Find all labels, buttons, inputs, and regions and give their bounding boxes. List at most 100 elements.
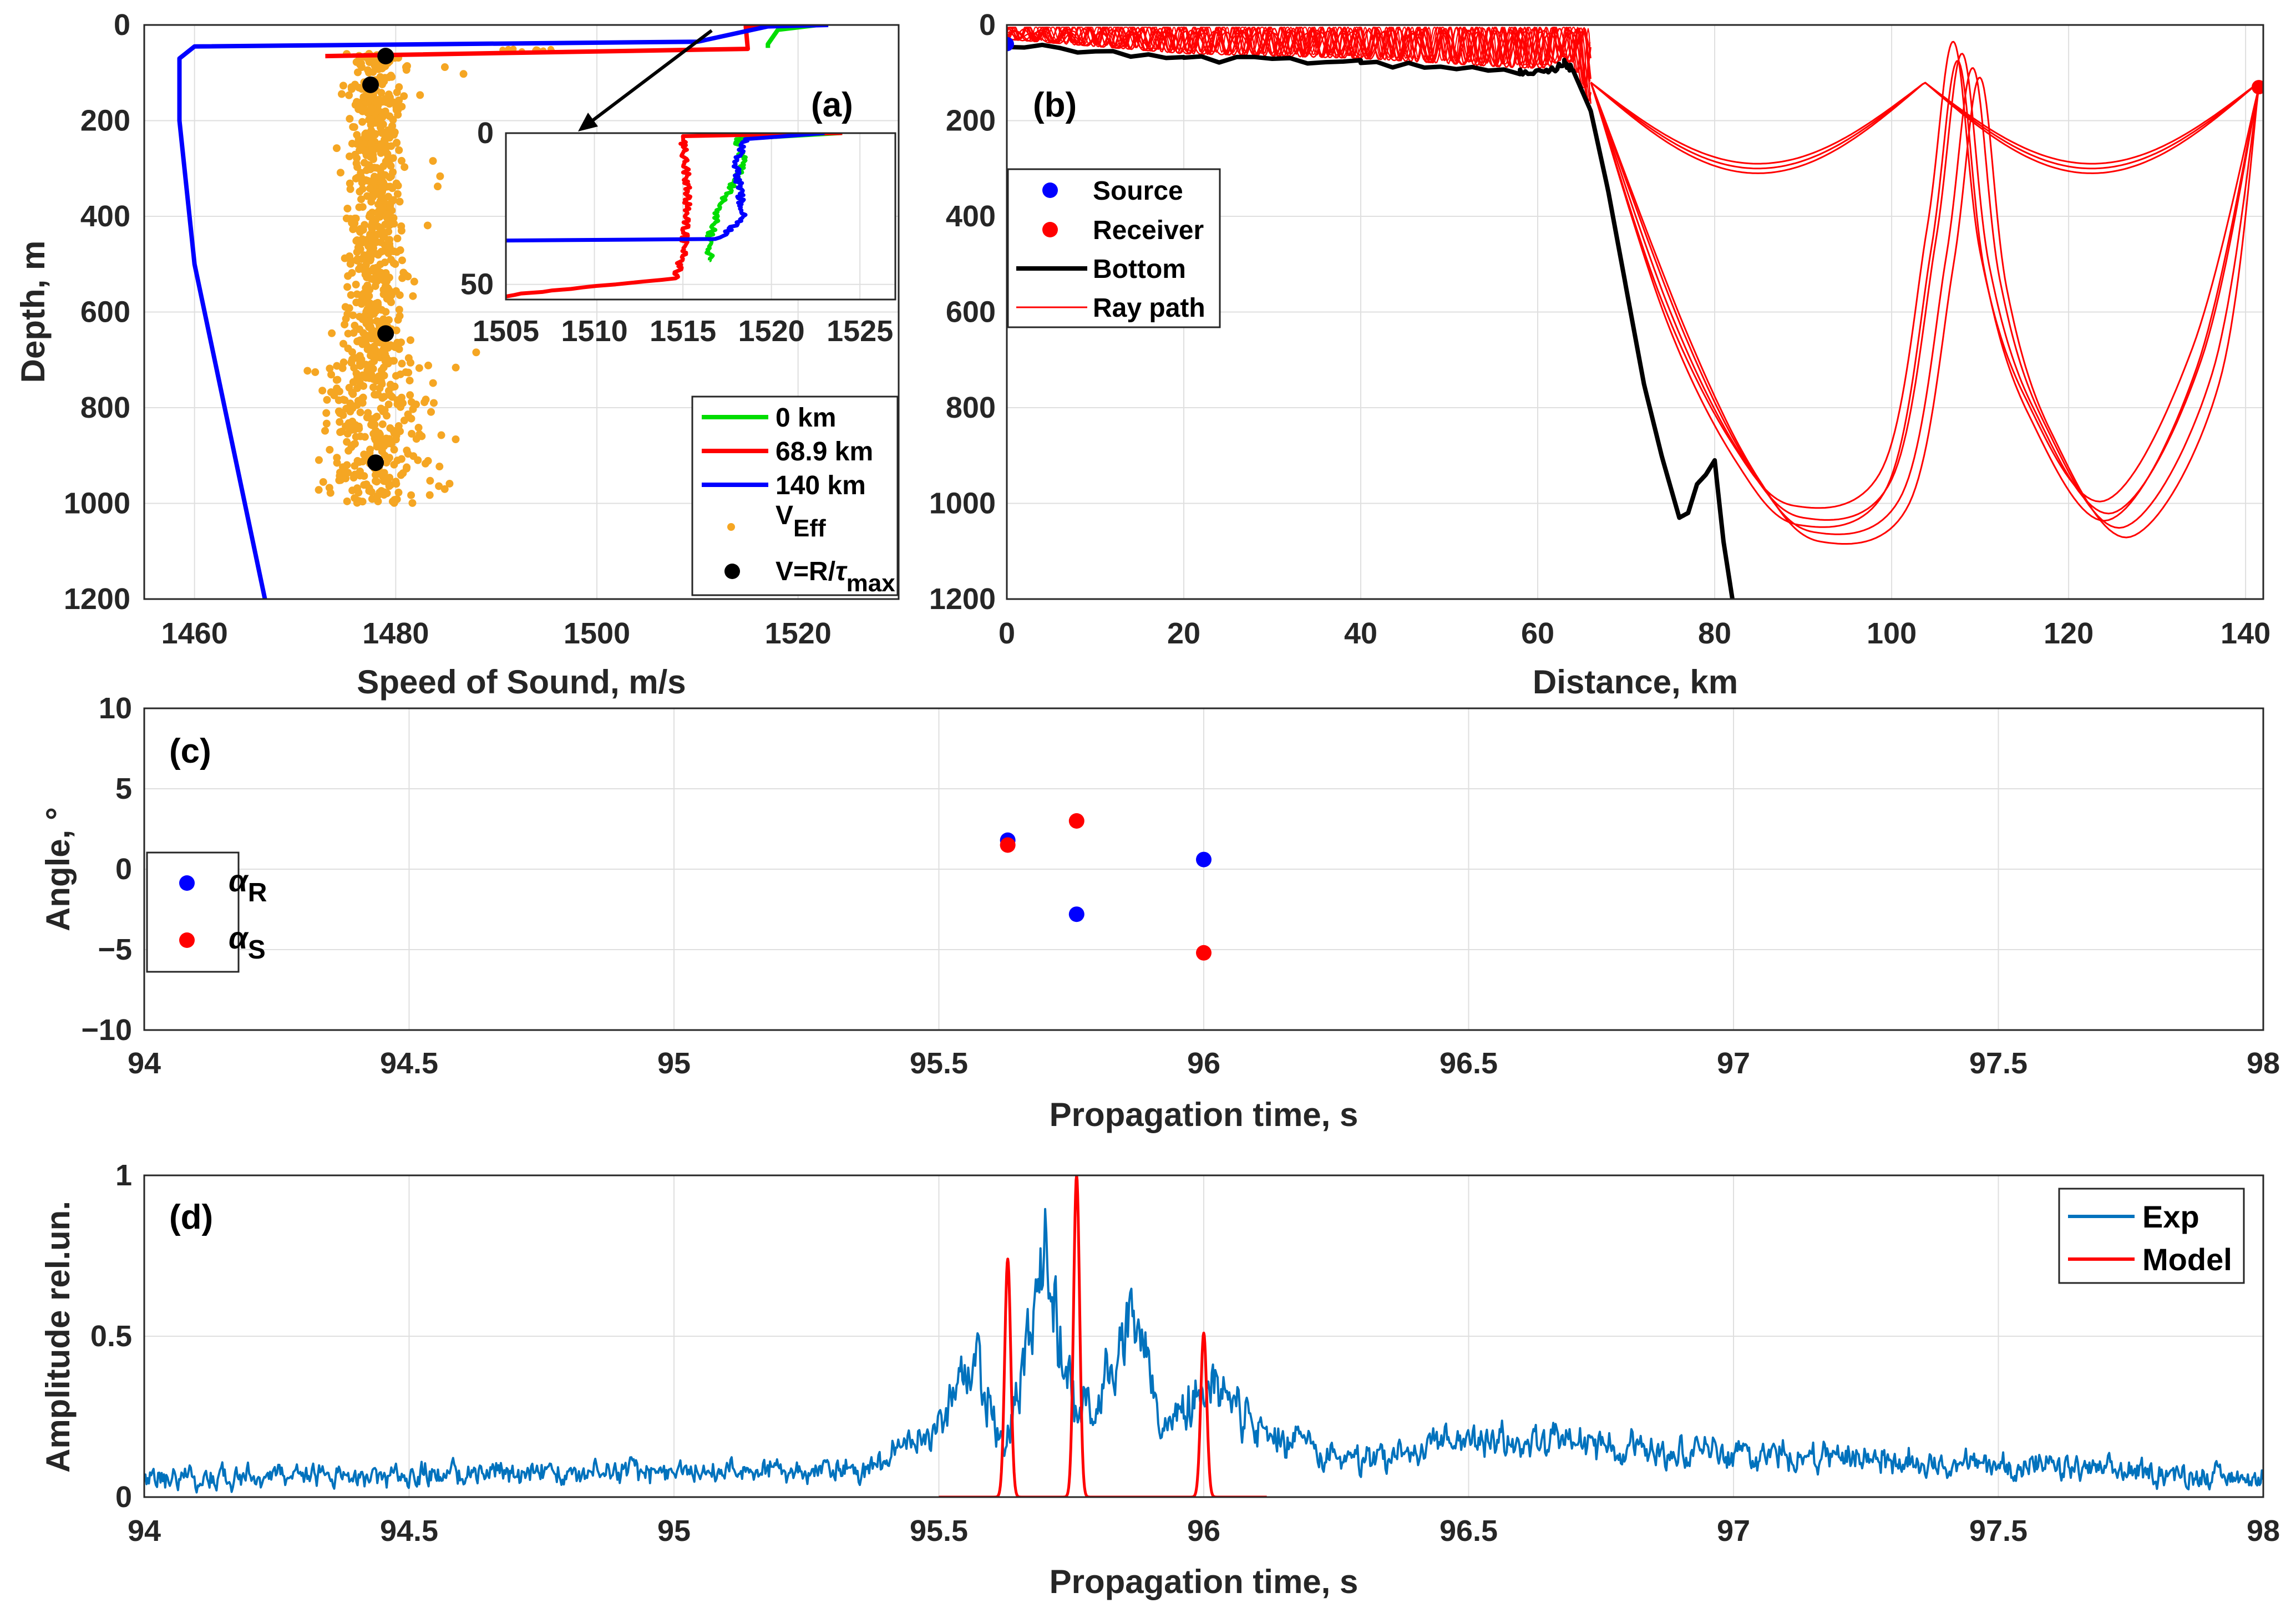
x-tick-label: 94: [128, 1047, 161, 1080]
veff-point: [367, 105, 376, 113]
veff-point: [352, 280, 360, 288]
veff-point: [404, 354, 413, 362]
veff-point: [321, 427, 330, 435]
veff-point: [452, 435, 460, 443]
panel-d-ticks: 94 94.5 95 95.5 96 96.5 97 97.5 98 0 0.5 1: [90, 1159, 2280, 1548]
veff-point: [381, 357, 389, 365]
veff-point: [356, 408, 364, 417]
veff-point: [366, 184, 374, 192]
veff-point: [353, 457, 362, 465]
legend-a-veff-label: VEff: [776, 501, 826, 542]
veff-point: [367, 420, 376, 429]
ray-path-shallow-dense: [1007, 27, 1591, 87]
veff-point: [400, 417, 408, 425]
veff-point: [412, 435, 420, 443]
legend-a-v-label: V=R/τmax: [776, 557, 895, 597]
veff-point: [414, 456, 422, 464]
veff-point: [377, 169, 386, 177]
legend-c-alphaS-marker: [179, 932, 195, 948]
legend-a-veff-marker: [727, 523, 735, 531]
veff-point: [344, 272, 352, 280]
legend-a-v-tau: τ: [835, 557, 848, 586]
veff-point: [346, 179, 354, 187]
veff-point: [433, 182, 442, 191]
legend-b-receiver-label: Receiver: [1093, 216, 1204, 245]
veff-point: [394, 488, 403, 496]
veff-point: [377, 206, 385, 214]
veff-point: [426, 476, 434, 485]
veff-point: [367, 139, 376, 148]
veff-point: [379, 177, 387, 186]
legend-d-box: [2058, 1188, 2245, 1284]
panel-c-ylabel: Angle, °: [39, 807, 77, 931]
veff-point: [369, 375, 377, 383]
veff-point: [386, 201, 394, 210]
veff-point: [440, 63, 449, 72]
veff-point: [346, 185, 354, 193]
legend-a-box: [691, 395, 899, 596]
veff-point: [353, 236, 361, 244]
veff-point: [356, 146, 364, 154]
veff-point: [356, 336, 364, 344]
ray-path-shallow-dense: [1007, 27, 1591, 85]
veff-point: [366, 256, 374, 265]
veff-point: [341, 254, 349, 262]
veff-point: [327, 371, 336, 379]
veff-point: [397, 393, 406, 402]
veff-point: [386, 381, 394, 389]
x-tick-label: 1520: [765, 617, 832, 650]
panel-c-label: (c): [169, 732, 211, 770]
alpha-s-point: [1196, 945, 1212, 961]
veff-point: [378, 193, 387, 201]
veff-point: [367, 415, 376, 423]
veff-point: [358, 118, 367, 126]
inset-pointer-arrow: [578, 29, 713, 131]
veff-point: [353, 131, 361, 139]
veff-point: [396, 197, 404, 206]
veff-point: [369, 430, 378, 438]
x-tick-label: 96: [1187, 1514, 1220, 1548]
veff-point: [389, 357, 397, 365]
veff-point: [355, 203, 363, 211]
panel-b-data: [1007, 27, 2263, 599]
x-tick-label: 94.5: [380, 1047, 438, 1080]
veff-point: [423, 221, 432, 230]
veff-point: [387, 440, 396, 448]
veff-point: [387, 256, 395, 264]
x-tick-label: 140: [2221, 617, 2270, 650]
veff-point: [385, 482, 393, 490]
veff-point: [348, 404, 357, 412]
ray-path-deep: [1590, 53, 2260, 521]
veff-point: [382, 308, 390, 316]
veff-point: [359, 226, 367, 234]
veff-point: [388, 122, 396, 130]
veff-point: [356, 471, 364, 480]
legend-c-alphaS-alpha: α: [229, 920, 249, 955]
panel-c-data: [1000, 813, 1212, 961]
veff-point: [354, 265, 363, 273]
veff-point: [395, 306, 403, 314]
veff-point: [429, 379, 437, 387]
veff-point: [390, 445, 398, 454]
veff-point: [348, 139, 356, 148]
veff-point: [369, 383, 377, 392]
veff-point: [365, 484, 373, 492]
veff-point: [429, 157, 437, 165]
y-tick-label: 0: [979, 8, 996, 42]
veff-point: [358, 371, 367, 379]
inset-axes-box: [505, 132, 896, 301]
veff-point: [369, 91, 377, 99]
panel-b-label: (b): [1033, 86, 1077, 124]
x-tick-label: 96.5: [1440, 1047, 1498, 1080]
legend-b-box: [1007, 168, 1221, 328]
veff-point: [339, 358, 348, 367]
veff-point: [374, 222, 382, 231]
veff-point: [435, 482, 443, 490]
veff-point: [336, 169, 344, 177]
x-tick-label: 40: [1344, 617, 1377, 650]
veff-point: [392, 139, 401, 147]
veff-point: [384, 249, 393, 257]
veff-point: [370, 357, 378, 366]
panel-d-legend: Exp Model: [2058, 1188, 2245, 1284]
